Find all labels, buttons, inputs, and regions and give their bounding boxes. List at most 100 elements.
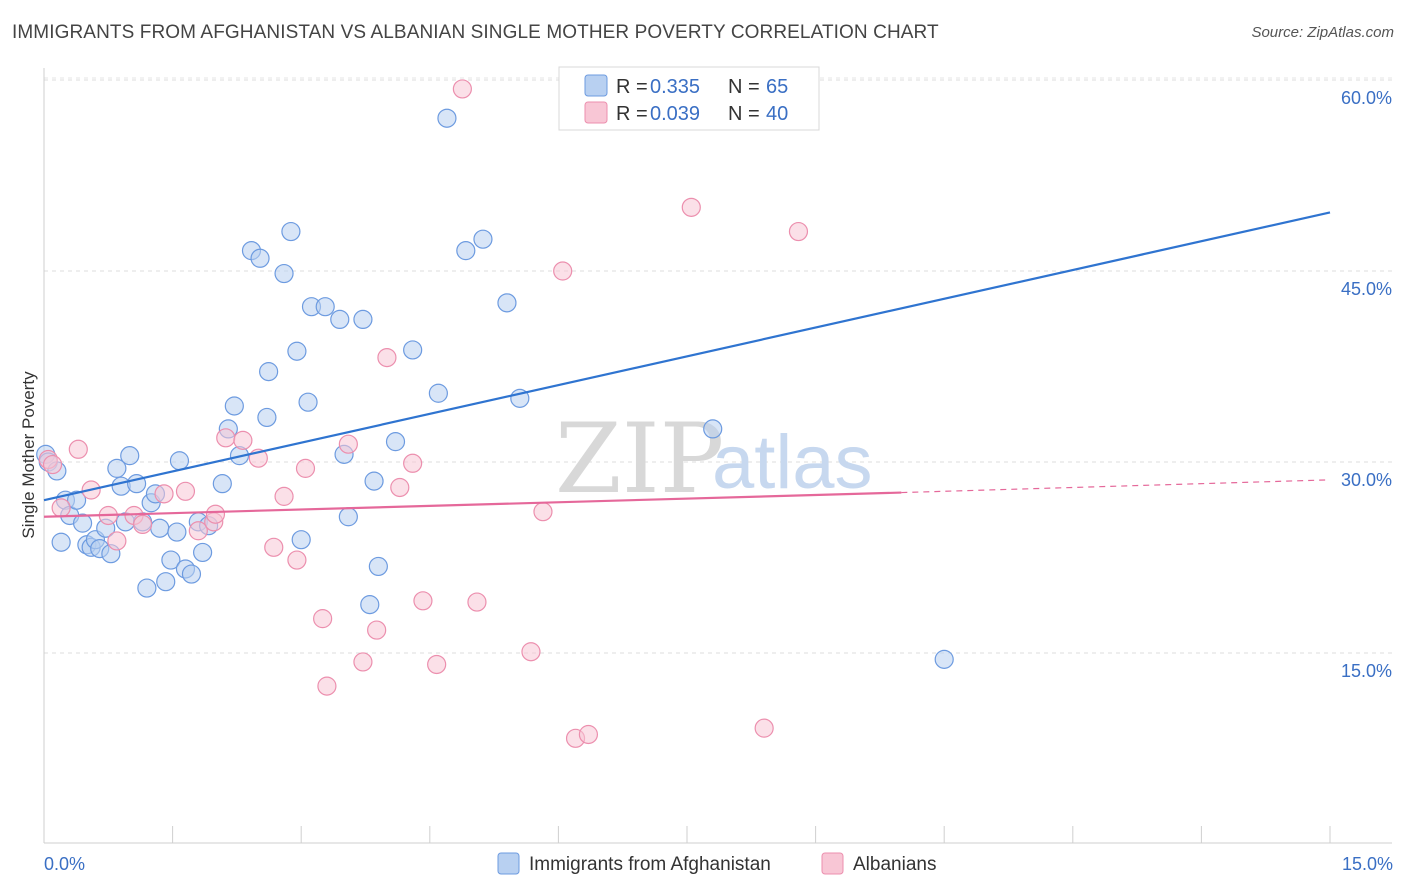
afghanistan-point <box>181 564 202 584</box>
afghanistan-point <box>437 108 457 128</box>
x-tick-label: 0.0% <box>44 854 85 874</box>
afghanistan-point <box>456 241 476 261</box>
albanians-point <box>521 642 541 662</box>
afghanistan-point <box>137 578 157 598</box>
afghanistan-point <box>120 446 140 466</box>
legend-r-label-pink: R = <box>616 103 648 125</box>
legend-n-label-blue: N = <box>728 76 760 98</box>
albanians-point <box>377 347 397 368</box>
series-afghanistan-points <box>36 108 954 669</box>
albanians-point <box>287 550 307 570</box>
afghanistan-point <box>224 396 244 416</box>
source-label: Source: ZipAtlas.com <box>1251 24 1394 41</box>
series-legend-label-pink: Albanians <box>853 854 936 875</box>
afghanistan-point <box>281 221 301 242</box>
x-tick-labels: 0.0% 15.0% <box>44 854 1393 874</box>
albanians-point <box>205 504 226 524</box>
albanians-point <box>274 486 294 506</box>
albanians-trend-extension <box>901 479 1331 494</box>
albanians-point <box>295 458 316 478</box>
legend-r-value-blue: 0.335 <box>650 76 700 98</box>
albanians-point <box>313 609 333 629</box>
y-tick-label: 45.0% <box>1341 279 1392 299</box>
x-tick-label: 15.0% <box>1342 854 1393 874</box>
series-legend-swatch-blue <box>497 852 520 875</box>
afghanistan-point <box>287 341 307 361</box>
albanians-point <box>154 484 174 504</box>
afghanistan-point <box>353 309 373 330</box>
afghanistan-point <box>51 532 71 552</box>
albanians-point <box>42 454 63 475</box>
trend-lines <box>43 211 1331 518</box>
afghanistan-point <box>364 471 384 491</box>
albanians-point <box>317 676 337 696</box>
albanians-point <box>175 481 196 501</box>
albanians-point <box>233 430 253 450</box>
albanians-point <box>367 620 387 640</box>
legend-r-label-blue: R = <box>616 76 648 98</box>
albanians-point <box>188 521 208 541</box>
afghanistan-point <box>291 530 311 550</box>
y-tick-labels: 15.0% 30.0% 45.0% 60.0% <box>1341 88 1392 681</box>
series-legend: Immigrants from Afghanistan Albanians <box>497 852 936 875</box>
watermark-zip: ZIP <box>555 403 724 515</box>
albanians-trend-line <box>43 491 902 518</box>
afghanistan-point <box>497 293 517 313</box>
legend-n-value-pink: 40 <box>766 103 788 125</box>
afghanistan-point <box>274 263 294 284</box>
albanians-point <box>390 477 410 498</box>
albanians-point <box>353 652 373 672</box>
afghanistan-point <box>250 248 270 268</box>
afghanistan-point <box>338 507 358 527</box>
albanians-point <box>533 502 553 522</box>
watermark-atlas: atlas <box>712 420 873 505</box>
afghanistan-point <box>193 542 213 563</box>
grid-lines <box>44 77 1392 654</box>
afghanistan-point <box>934 649 954 669</box>
albanians-point <box>132 514 153 535</box>
albanians-point <box>681 197 701 217</box>
albanians-point <box>68 439 88 459</box>
afghanistan-point <box>257 407 277 428</box>
albanians-point <box>403 453 423 473</box>
afghanistan-point <box>298 392 318 412</box>
y-axis-title: Single Mother Poverty <box>19 371 38 539</box>
legend-r-value-pink: 0.039 <box>650 103 700 125</box>
albanians-point <box>51 498 71 518</box>
y-tick-label: 60.0% <box>1341 88 1392 108</box>
albanians-point <box>788 221 809 242</box>
albanians-point <box>578 724 599 745</box>
albanians-point <box>338 434 358 454</box>
albanians-point <box>264 537 284 557</box>
afghanistan-point <box>167 522 187 542</box>
albanians-point <box>216 428 236 448</box>
afghanistan-point <box>66 490 87 510</box>
afghanistan-point <box>473 229 493 249</box>
afghanistan-point <box>161 550 181 570</box>
y-tick-label: 15.0% <box>1341 661 1392 681</box>
afghanistan-point <box>169 451 190 471</box>
afghanistan-point <box>72 513 93 533</box>
albanians-point <box>467 592 487 612</box>
y-tick-label: 30.0% <box>1341 470 1392 490</box>
series-legend-swatch-pink <box>821 852 844 875</box>
afghanistan-point <box>330 309 350 330</box>
afghanistan-point <box>385 432 406 452</box>
afghanistan-point <box>403 340 423 360</box>
afghanistan-point <box>259 362 279 382</box>
albanians-point <box>754 718 774 738</box>
afghanistan-trend-line <box>43 211 1331 502</box>
legend-n-label-pink: N = <box>728 103 760 125</box>
legend-swatch-blue <box>584 74 608 97</box>
albanians-point <box>427 654 447 675</box>
series-legend-label-blue: Immigrants from Afghanistan <box>529 854 771 875</box>
afghanistan-point <box>360 595 380 615</box>
correlation-legend: R = 0.335 N = 65 R = 0.039 N = 40 <box>558 66 820 131</box>
afghanistan-point <box>428 383 448 403</box>
afghanistan-point <box>107 458 127 478</box>
afghanistan-point <box>156 572 176 592</box>
albanians-point <box>413 591 433 611</box>
afghanistan-point <box>315 297 335 317</box>
afghanistan-point <box>150 518 170 538</box>
